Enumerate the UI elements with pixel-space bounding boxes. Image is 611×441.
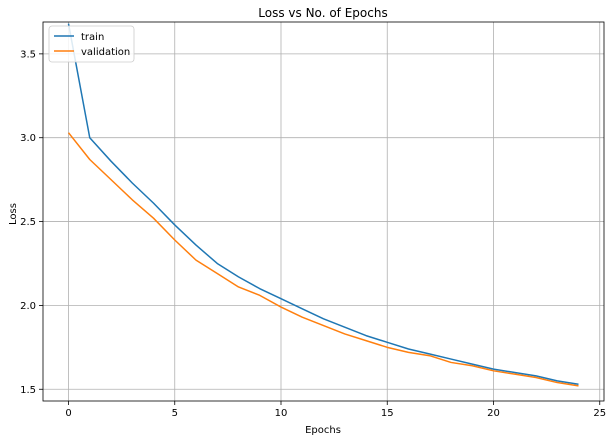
legend: train validation <box>48 25 135 63</box>
data-point-validation <box>237 286 239 288</box>
data-point-train <box>407 348 409 350</box>
data-point-train <box>386 341 388 343</box>
data-point-train <box>344 326 346 328</box>
ticks-layer: 0 5 10 15 20 25 1.5 2.0 2.5 3.0 3.5 <box>20 49 606 419</box>
data-point-validation <box>407 351 409 353</box>
y-tick-label: 3.0 <box>20 133 36 144</box>
data-point-validation <box>195 259 197 261</box>
data-point-train <box>174 224 176 226</box>
x-tick-label: 25 <box>593 408 606 419</box>
y-tick-label: 2.5 <box>20 217 36 228</box>
y-axis-label: Loss <box>8 203 19 225</box>
data-point-validation <box>131 199 133 201</box>
data-point-validation <box>514 373 516 375</box>
data-point-validation <box>492 370 494 372</box>
plot-area-frame <box>42 21 605 402</box>
data-point-train <box>450 358 452 360</box>
data-point-train <box>216 262 218 264</box>
data-point-validation <box>471 365 473 367</box>
data-point-train <box>237 276 239 278</box>
data-point-validation <box>280 306 282 308</box>
data-point-validation <box>322 324 324 326</box>
data-point-train <box>89 137 91 139</box>
chart-title: Loss vs No. of Epochs <box>258 6 387 20</box>
y-tick-label: 1.5 <box>20 385 36 396</box>
data-point-train <box>259 287 261 289</box>
data-point-train <box>301 308 303 310</box>
legend-box <box>48 25 135 63</box>
data-point-validation <box>556 381 558 383</box>
x-tick-label: 20 <box>487 408 500 419</box>
legend-label-train: train <box>81 32 104 43</box>
data-point-validation <box>152 217 154 219</box>
data-point-validation <box>259 294 261 296</box>
data-point-train <box>152 202 154 204</box>
data-point-validation <box>301 316 303 318</box>
data-point-train <box>110 160 112 162</box>
series-line-validation <box>67 132 579 387</box>
data-point-validation <box>429 355 431 357</box>
x-tick-label: 10 <box>275 408 288 419</box>
data-point-validation <box>344 333 346 335</box>
grid-layer <box>43 22 604 401</box>
y-tick-label: 2.0 <box>20 301 36 312</box>
y-tick-label: 3.5 <box>20 49 36 60</box>
data-point-validation <box>174 239 176 241</box>
data-point-train <box>195 244 197 246</box>
legend-label-validation: validation <box>81 47 130 58</box>
data-point-validation <box>89 158 91 160</box>
x-axis-label: Epochs <box>305 425 341 436</box>
data-point-validation <box>386 346 388 348</box>
data-point-validation <box>577 385 579 387</box>
x-tick-label: 5 <box>172 408 178 419</box>
data-point-validation <box>110 178 112 180</box>
data-point-train <box>67 22 69 24</box>
series-layer <box>67 22 579 387</box>
data-point-validation <box>450 361 452 363</box>
x-tick-label: 15 <box>381 408 394 419</box>
data-point-validation <box>535 376 537 378</box>
data-point-validation <box>67 131 69 133</box>
x-tick-label: 0 <box>65 408 71 419</box>
series-line-train <box>67 23 579 385</box>
data-point-validation <box>216 272 218 274</box>
data-point-train <box>280 298 282 300</box>
data-point-train <box>322 318 324 320</box>
data-point-train <box>365 334 367 336</box>
data-point-train <box>131 182 133 184</box>
data-point-validation <box>365 339 367 341</box>
